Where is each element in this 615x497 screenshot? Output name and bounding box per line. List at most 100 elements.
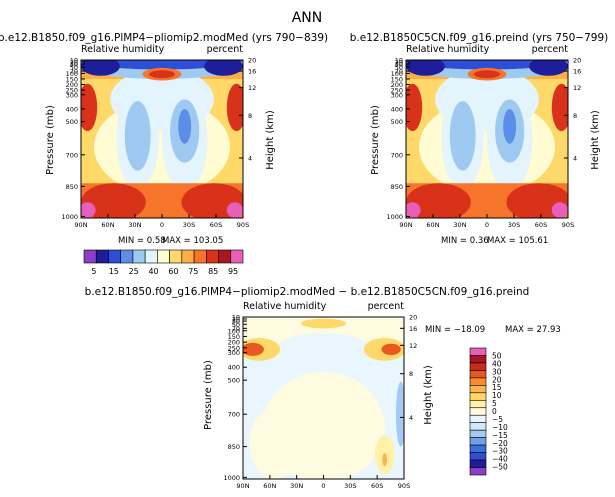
y-tick-label: 700 (228, 411, 240, 419)
x-tick-label: 60S (210, 221, 222, 229)
contour-region (243, 342, 264, 356)
colorbar-swatch (132, 249, 146, 264)
panel-2: b.e12.B1850C5CN.f09_g16.preind (yrs 750−… (350, 32, 609, 246)
panel-2-right-label: percent (532, 44, 569, 55)
colorbar-label: −5 (492, 415, 503, 424)
contour-region (275, 333, 372, 366)
x-tick-label: 0 (485, 221, 489, 229)
contour-region (81, 60, 120, 76)
y2-tick-label: 16 (573, 68, 581, 76)
panel-2-title: b.e12.B1850C5CN.f09_g16.preind (yrs 750−… (350, 32, 609, 44)
y-tick-label: 300 (391, 91, 403, 99)
y-tick-label: 70 (232, 325, 240, 333)
contour-region (81, 60, 243, 70)
colorbar-swatch (469, 459, 487, 468)
y-tick-label: 1000 (223, 474, 240, 482)
x-tick-label: 0 (321, 482, 325, 490)
contour-region (381, 343, 401, 356)
colorbar-label: 20 (492, 375, 502, 384)
x-tick-label: 90N (399, 221, 412, 229)
y-tick-label: 500 (66, 118, 78, 126)
x-tick-label: 30N (453, 221, 466, 229)
colorbar-label: 10 (492, 391, 502, 400)
panel-2-max: MAX = 105.61 (487, 236, 548, 246)
panel-3-left-label: Relative humidity (243, 301, 327, 312)
colorbar-swatch (469, 444, 487, 453)
x-tick-label: 30S (183, 221, 195, 229)
contour-region (204, 60, 243, 76)
y-tick-label: 200 (66, 81, 78, 89)
panel-1-right-label: percent (207, 44, 244, 55)
x-tick-label: 0 (160, 221, 164, 229)
x-tick-label: 90S (398, 482, 410, 490)
y-tick-label: 200 (391, 81, 403, 89)
contour-region (81, 202, 96, 218)
y2-tick-label: 4 (573, 154, 577, 162)
y2-tick-label: 12 (573, 84, 581, 92)
x-tick-label: 90S (237, 221, 249, 229)
contour-region (474, 70, 500, 79)
y-tick-label: 70 (70, 68, 78, 76)
panel-1-max: MAX = 103.05 (162, 236, 223, 246)
colorbar-label: −10 (492, 423, 508, 432)
y-tick-label: 150 (391, 75, 403, 83)
y-tick-label: 250 (391, 87, 403, 95)
colorbar-label: 15 (109, 267, 119, 276)
colorbar-label: 95 (228, 267, 238, 276)
y-tick-label: 1000 (386, 213, 403, 221)
y-tick-label: 10 (70, 57, 78, 65)
panel-3-min: MIN = −18.09 (425, 325, 485, 335)
y-tick-label: 400 (391, 105, 403, 113)
contour-region (551, 83, 568, 132)
x-tick-label: 30N (128, 221, 141, 229)
colorbar-swatch (469, 355, 487, 364)
y-tick-label: 200 (228, 339, 240, 347)
colorbar-label: 5 (492, 399, 497, 408)
contour-region (551, 202, 568, 218)
y-tick-label: 700 (391, 151, 403, 159)
colorbar-label: 5 (91, 267, 96, 276)
panel-2-min: MIN = 0.36 (441, 236, 489, 246)
contour-region (406, 60, 445, 76)
y-tick-label: 150 (228, 333, 240, 341)
colorbar-swatch (469, 385, 487, 394)
panel-3-max: MAX = 27.93 (505, 325, 561, 335)
colorbar-swatch (120, 249, 134, 264)
y-tick-label: 20 (232, 315, 240, 323)
colorbar-swatch (469, 377, 487, 386)
y-tick-label: 50 (232, 321, 240, 329)
colorbar-swatch (95, 249, 109, 264)
colorbar-swatch (218, 249, 232, 264)
contour-region (81, 83, 98, 132)
y-tick-label: 30 (232, 318, 240, 326)
colorbar-label: 50 (492, 351, 502, 360)
colorbar-swatch (169, 249, 183, 264)
colorbar-swatch (469, 392, 487, 401)
panel-1-y2label: Height (km) (265, 110, 276, 170)
x-tick-label: 30N (290, 482, 303, 490)
y2-tick-label: 8 (409, 370, 413, 378)
y-tick-label: 250 (66, 87, 78, 95)
y2-tick-label: 4 (409, 414, 413, 422)
colorbar-swatch (469, 422, 487, 431)
colorbar-label: 75 (188, 267, 198, 276)
colorbar-label: −40 (492, 455, 508, 464)
y2-tick-label: 16 (248, 68, 256, 76)
y2-tick-label: 4 (248, 154, 252, 162)
y-tick-label: 30 (395, 60, 403, 68)
contour-region (382, 453, 388, 467)
plot-frame (80, 59, 244, 219)
colorbar-label: −15 (492, 431, 508, 440)
page-title: ANN (292, 10, 323, 26)
colorbar-label: 30 (492, 367, 502, 376)
y-tick-label: 850 (391, 183, 403, 191)
contour-region (300, 318, 347, 329)
y-tick-label: 700 (66, 151, 78, 159)
colorbar-swatch (469, 467, 487, 476)
colorbar-swatch (469, 414, 487, 424)
y2-tick-label: 20 (409, 314, 417, 322)
colorbar-label: 60 (168, 267, 178, 276)
plot-frame (405, 59, 569, 219)
x-tick-label: 60N (101, 221, 114, 229)
